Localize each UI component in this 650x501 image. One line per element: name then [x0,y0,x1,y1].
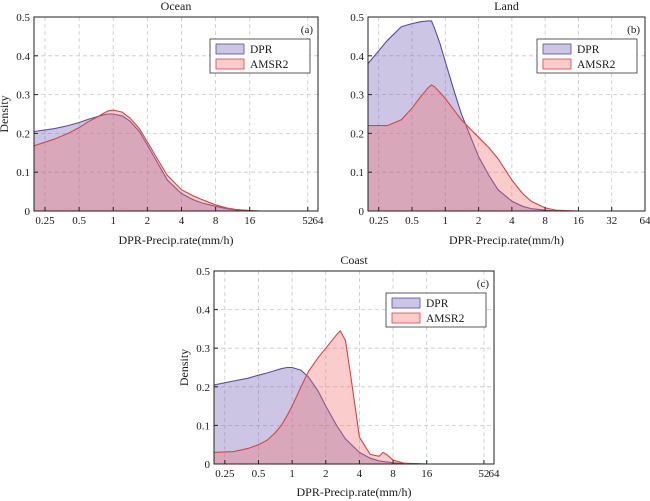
x-axis-label: DPR-Precip.rate(mm/h) [297,485,412,499]
y-tick-label: 0.4 [350,51,364,63]
panel-ocean: 0.25 0.5 1 2 4 8 16 52 64 0 0.1 0.2 0.3 0.4 0.5 Ocean (a… [0,0,324,247]
series-area-dpr [34,114,261,211]
panel-title: Land [494,0,519,13]
panel-title: Coast [340,253,368,267]
x-axis-label: DPR-Precip.rate(mm/h) [119,233,234,247]
legend-swatch-amsr2 [542,58,572,70]
x-tick-label: 0.25 [215,468,235,480]
x-tick-label: 1 [289,468,295,480]
panel-label: (a) [301,24,314,36]
x-tick-label: 4 [357,468,363,480]
panel-coast: 0.25 0.5 1 2 4 8 16 52 64 0 0.1 0.2 0.3 0.4 0.5 Coast (c… [177,253,500,499]
series-area-amsr2 [214,330,427,464]
x-tick-label: 8 [542,215,548,227]
x-tick-label: 2 [323,468,329,480]
axes-frame [33,16,319,212]
legend-box [385,292,487,328]
series-line-dpr [214,366,427,464]
legend-swatch-amsr2 [215,58,245,70]
legend-label-dpr: DPR [577,44,600,56]
panel-label: (c) [477,278,490,290]
plot-area [214,329,427,464]
legend-swatch-amsr2 [391,312,421,324]
y-tick-label: 0.1 [196,420,210,432]
legend-box [536,38,638,74]
y-tick-label: 0.2 [196,382,210,394]
legend: DPR AMSR2 [209,38,311,74]
panel-land: 0.25 0.5 1 2 4 8 16 32 64 0 0.1 0.2 0.3 0.4 0.5 Land (b)… [350,0,650,247]
legend-label-amsr2: AMSR2 [426,313,465,325]
series-line-dpr [368,20,579,211]
x-tick-label: 2 [476,215,482,227]
x-tick-label: 4 [509,215,515,227]
axes-frame [367,16,646,212]
x-tick-label: 0.5 [72,215,86,227]
x-tick-label: 0.5 [405,215,419,227]
y-tick-label: 0.3 [16,90,30,102]
y-tick-label: 0.5 [350,12,364,24]
x-tick-label: 64 [489,468,501,480]
series-line-amsr2 [214,329,427,464]
legend-swatch-dpr [215,43,245,55]
legend-label-dpr: DPR [426,298,449,310]
series-line-amsr2 [368,84,579,211]
x-axis-label: DPR-Precip.rate(mm/h) [449,233,564,247]
y-tick-label: 0.4 [196,305,210,317]
x-tick-label: 0.5 [252,468,266,480]
series-line-dpr [34,113,261,211]
x-tick-label: 52 [302,215,313,227]
plot-area [368,20,579,211]
x-tick-label: 8 [213,215,219,227]
y-tick-label: 0.1 [16,167,30,179]
x-tick-label: 4 [179,215,185,227]
plot-area [34,109,261,211]
x-tick-label: 16 [573,215,585,227]
x-tick-label: 16 [421,468,433,480]
y-axis-label: Density [177,349,191,386]
x-tick-label: 8 [390,468,396,480]
x-tick-label: 52 [478,468,489,480]
x-tick-label: 2 [145,215,151,227]
legend-swatch-dpr [391,297,421,309]
series-area-amsr2 [368,84,579,211]
y-tick-label: 0.2 [350,128,364,140]
y-tick-label: 0.5 [196,266,210,278]
y-tick-label: 0.4 [16,51,30,63]
y-tick-label: 0 [205,459,211,471]
panel-title: Ocean [161,0,192,13]
y-axis-label: Density [0,95,11,132]
legend-label-amsr2: AMSR2 [577,59,616,71]
legend-box [209,38,311,74]
x-tick-label: 1 [443,215,449,227]
y-tick-label: 0 [359,206,365,218]
panel-label: (b) [627,24,640,36]
x-tick-label: 32 [606,215,617,227]
series-line-amsr2 [34,109,261,211]
x-tick-label: 1 [110,215,116,227]
legend-label-dpr: DPR [250,44,273,56]
legend-label-amsr2: AMSR2 [250,59,289,71]
y-tick-label: 0.2 [16,128,30,140]
x-tick-label: 16 [244,215,256,227]
y-tick-label: 0.1 [350,167,364,179]
x-tick-label: 0.25 [369,215,389,227]
y-tick-label: 0.3 [350,90,364,102]
x-tick-label: 0.25 [35,215,55,227]
y-tick-label: 0 [25,206,31,218]
series-area-amsr2 [34,110,261,211]
legend-swatch-dpr [542,43,572,55]
series-area-dpr [368,20,579,211]
axes-frame [213,270,495,465]
legend: DPR AMSR2 [385,292,487,328]
y-tick-label: 0.3 [196,343,210,355]
y-tick-label: 0.5 [16,12,30,24]
legend: DPR AMSR2 [536,38,638,74]
x-tick-label: 64 [640,215,650,227]
x-tick-label: 64 [313,215,325,227]
